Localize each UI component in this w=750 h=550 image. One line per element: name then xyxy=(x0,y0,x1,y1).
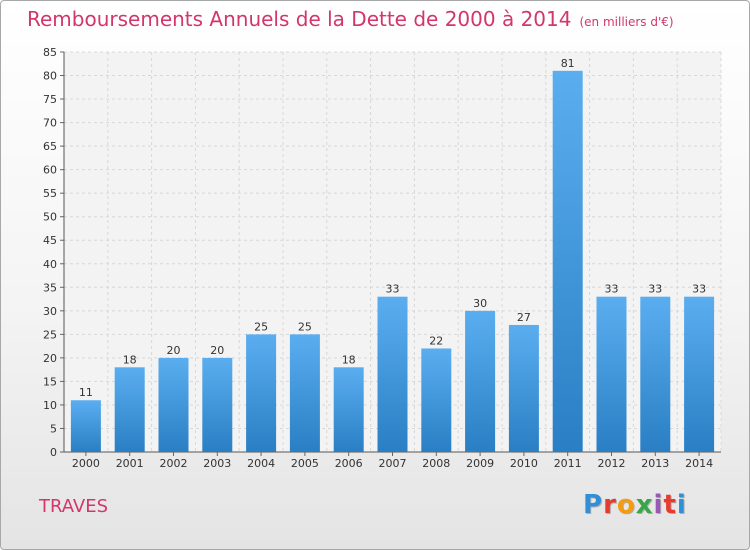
y-tick-label: 20 xyxy=(43,352,57,365)
bar-2003 xyxy=(202,357,233,452)
bar-2002 xyxy=(158,357,189,452)
x-tick-label: 2010 xyxy=(510,457,538,470)
bar-2009 xyxy=(465,310,496,452)
proxiti-logo: Proxiti xyxy=(583,490,687,520)
x-tick-label: 2002 xyxy=(160,457,188,470)
bars xyxy=(70,70,715,452)
bar-2013 xyxy=(640,296,671,452)
logo-letter: t xyxy=(663,490,677,520)
bar-2010 xyxy=(508,324,539,452)
bar-2008 xyxy=(421,348,452,452)
x-tick-label: 2009 xyxy=(466,457,494,470)
value-label: 20 xyxy=(210,344,224,357)
chart-title: Remboursements Annuels de la Dette de 20… xyxy=(27,7,572,31)
y-tick-label: 60 xyxy=(43,164,57,177)
value-label: 18 xyxy=(123,353,137,366)
logo-letter: i xyxy=(676,490,687,520)
value-label: 33 xyxy=(386,283,400,296)
y-tick-label: 10 xyxy=(43,399,57,412)
x-tick-label: 2004 xyxy=(247,457,275,470)
bar-2000 xyxy=(70,400,101,452)
value-label: 20 xyxy=(167,344,181,357)
y-tick-label: 65 xyxy=(43,140,57,153)
x-tick-label: 2011 xyxy=(554,457,582,470)
value-label: 25 xyxy=(298,320,312,333)
bar-2006 xyxy=(333,367,364,452)
value-label: 30 xyxy=(473,297,487,310)
chart-title-block: Remboursements Annuels de la Dette de 20… xyxy=(27,7,674,31)
x-tick-label: 2014 xyxy=(685,457,713,470)
value-label: 27 xyxy=(517,311,531,324)
value-label: 22 xyxy=(429,334,443,347)
logo-letter: i xyxy=(653,490,664,520)
logo-letter: r xyxy=(603,490,617,520)
x-tick-label: 2000 xyxy=(72,457,100,470)
x-tick-label: 2012 xyxy=(598,457,626,470)
y-tick-label: 55 xyxy=(43,187,57,200)
bar-2005 xyxy=(289,334,320,452)
y-tick-label: 40 xyxy=(43,258,57,271)
y-tick-label: 15 xyxy=(43,375,57,388)
value-label: 11 xyxy=(79,386,93,399)
x-tick-label: 2001 xyxy=(116,457,144,470)
y-tick-label: 0 xyxy=(50,446,57,459)
y-tick-label: 30 xyxy=(43,305,57,318)
logo-letter: o xyxy=(616,490,636,520)
bar-2012 xyxy=(596,296,627,452)
y-tick-label: 35 xyxy=(43,281,57,294)
logo-letter: x xyxy=(635,490,654,520)
x-tick-label: 2008 xyxy=(422,457,450,470)
logo-letter: P xyxy=(583,490,604,520)
chart-unit: (en milliers d'€) xyxy=(579,15,674,29)
value-label: 81 xyxy=(561,57,575,70)
y-tick-label: 50 xyxy=(43,211,57,224)
value-label: 33 xyxy=(605,283,619,296)
y-tick-label: 5 xyxy=(50,422,57,435)
value-label: 33 xyxy=(648,283,662,296)
x-tick-label: 2007 xyxy=(379,457,407,470)
bar-2004 xyxy=(246,334,277,452)
y-tick-label: 45 xyxy=(43,234,57,247)
y-tick-label: 80 xyxy=(43,70,57,83)
labels: 0 5 10 15 20 25 30 35 40 45 50 55 60 65 70 75 80 85 11 2000… xyxy=(43,46,713,470)
y-tick-label: 75 xyxy=(43,93,57,106)
x-tick-label: 2013 xyxy=(641,457,669,470)
bar-2007 xyxy=(377,296,408,452)
y-tick-label: 85 xyxy=(43,46,57,59)
bar-2001 xyxy=(114,367,145,452)
value-label: 33 xyxy=(692,283,706,296)
x-tick-label: 2005 xyxy=(291,457,319,470)
city-name: TRAVES xyxy=(39,496,109,517)
bar-2011 xyxy=(552,70,583,452)
x-tick-label: 2006 xyxy=(335,457,363,470)
value-label: 18 xyxy=(342,353,356,366)
y-tick-label: 70 xyxy=(43,117,57,130)
value-label: 25 xyxy=(254,320,268,333)
x-tick-label: 2003 xyxy=(203,457,231,470)
bar-2014 xyxy=(684,296,715,452)
y-tick-label: 25 xyxy=(43,328,57,341)
